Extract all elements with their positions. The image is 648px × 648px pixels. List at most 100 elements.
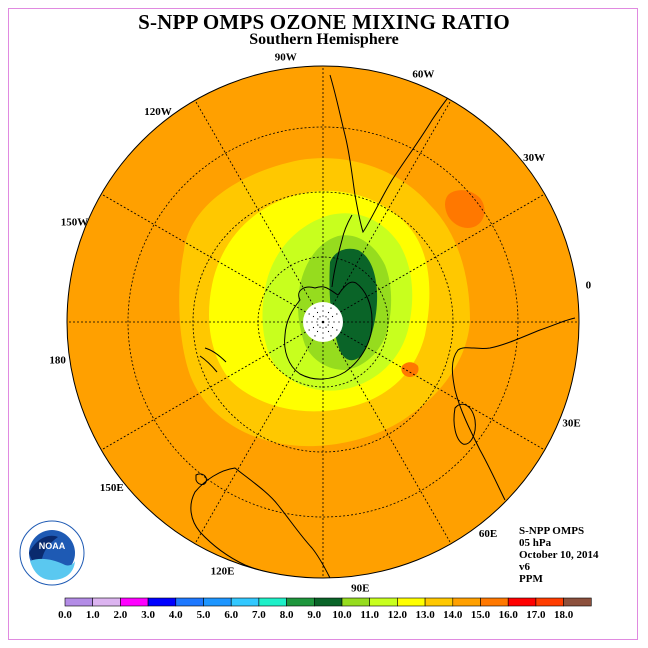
south-america-coastline — [329, 74, 466, 234]
longitude-label: 30W — [523, 152, 545, 164]
longitude-label: 30E — [562, 417, 580, 429]
info-version: v6 — [519, 561, 530, 573]
colorbar-tick-label: 17.0 — [526, 609, 546, 621]
colorbar-swatch — [369, 597, 398, 607]
pole-dot — [328, 321, 330, 323]
colorbar-tick-label: 3.0 — [141, 609, 155, 621]
noaa-logo-text: NOAA — [39, 541, 66, 551]
colorbar-swatch — [203, 597, 232, 607]
meridian-line — [322, 100, 452, 323]
meridian-line — [322, 321, 452, 544]
pole-dot — [322, 327, 324, 329]
pole-dot — [312, 326, 315, 329]
colorbar-tick-label: 13.0 — [415, 609, 435, 621]
colorbar-swatch — [424, 597, 454, 607]
pole-dot — [336, 329, 338, 331]
colorbar-tick-label: 10.0 — [332, 609, 352, 621]
pole-dot — [308, 313, 310, 315]
colorbar-swatch — [147, 597, 177, 607]
meridian-line — [322, 193, 545, 323]
map-outline — [66, 65, 580, 579]
pole-center-dot — [321, 320, 325, 324]
meridian-line — [322, 321, 545, 451]
info-date: October 10, 2014 — [519, 549, 599, 561]
colorbar-swatch — [452, 597, 481, 607]
pole-dot — [333, 321, 335, 323]
noaa-emblem-icon: NOAA — [19, 520, 85, 586]
meridian-line — [101, 321, 324, 451]
colorbar-tick-label: 4.0 — [169, 609, 183, 621]
antarctic-peninsula-coastline — [331, 214, 353, 288]
pole-dot — [306, 321, 308, 323]
longitude-label: 120E — [211, 565, 235, 577]
pole-dot — [327, 330, 330, 333]
pole-dot — [316, 321, 318, 323]
longitude-label: 120W — [144, 106, 172, 118]
pole-dot — [331, 315, 334, 318]
colorbar-tick-label: 16.0 — [499, 609, 519, 621]
colorbar-tick-label: 8.0 — [280, 609, 294, 621]
antarctica-coastline — [284, 281, 373, 380]
longitude-label: 60W — [412, 69, 434, 81]
colorbar-swatch — [92, 597, 121, 607]
hot-spot-indian — [401, 362, 419, 377]
colorbar-tick-label: 14.0 — [443, 609, 463, 621]
pole-dot — [308, 329, 310, 331]
meridian-line — [194, 321, 324, 544]
colorbar-swatch — [286, 597, 315, 607]
pole-dot — [317, 318, 319, 320]
africa-coastline — [451, 317, 576, 501]
product-info: S-NPP OMPS 05 hPa October 10, 2014 v6 PP… — [519, 525, 599, 585]
pole-dot — [311, 321, 313, 323]
colorbar-tick-label: 7.0 — [252, 609, 266, 621]
colorbar-tick-label: 15.0 — [471, 609, 491, 621]
new-zealand-coastline — [199, 347, 227, 373]
colorbar-tick-label: 0.0 — [58, 609, 72, 621]
colorbar-tick-label: 9.0 — [307, 609, 321, 621]
longitude-label: 0 — [586, 280, 592, 292]
longitude-label: 90W — [275, 52, 297, 64]
longitude-label: 150E — [100, 482, 124, 494]
colorbar-swatch — [175, 597, 204, 607]
colorbar-tick-label: 18.0 — [554, 609, 574, 621]
longitude-label: 180 — [49, 354, 66, 366]
pole-dot — [336, 313, 338, 315]
colorbar-swatch — [64, 597, 94, 607]
pole-dot — [314, 335, 316, 337]
pole-dot — [327, 311, 330, 314]
colorbar-swatch — [480, 597, 509, 607]
meridian-lines — [67, 66, 579, 578]
colorbar-swatch — [120, 597, 149, 607]
meridian-line — [101, 193, 324, 323]
colorbar-tick-label: 2.0 — [114, 609, 128, 621]
noaa-logo: NOAA — [18, 519, 86, 592]
colorbar-swatch — [341, 597, 371, 607]
colorbar-swatch — [258, 597, 287, 607]
colorbar-tick-label: 6.0 — [224, 609, 238, 621]
colorbar-swatch — [397, 597, 426, 607]
page-title: S-NPP OMPS OZONE MIXING RATIO — [138, 10, 510, 34]
pole-dot — [322, 337, 324, 339]
longitude-label: 90E — [351, 582, 369, 594]
pole-dots — [306, 305, 340, 339]
info-level: 05 hPa — [519, 537, 552, 549]
pole-dot — [325, 326, 327, 328]
pole-dot — [330, 335, 332, 337]
pole-dot — [314, 307, 316, 309]
pole-dot — [312, 315, 315, 318]
colorbar: 0.0 1.0 2.0 3.0 4.0 5.0 6.0 7.0 8.0 9.0 10.0 11.0 12… — [58, 597, 592, 621]
colorbar-tick-label: 11.0 — [360, 609, 379, 621]
longitude-label: 60E — [479, 528, 497, 540]
info-units: PPM — [519, 573, 543, 585]
colorbar-swatch — [563, 597, 592, 607]
pole-dot — [331, 326, 334, 329]
latitude-circle-30s — [127, 126, 519, 518]
colorbar-tick-label: 1.0 — [86, 609, 100, 621]
pole-dot — [322, 315, 324, 317]
colorbar-tick-label: 12.0 — [388, 609, 408, 621]
info-instrument: S-NPP OMPS — [519, 525, 585, 537]
pole-dot — [327, 324, 329, 326]
colorbar-swatch — [230, 597, 260, 607]
